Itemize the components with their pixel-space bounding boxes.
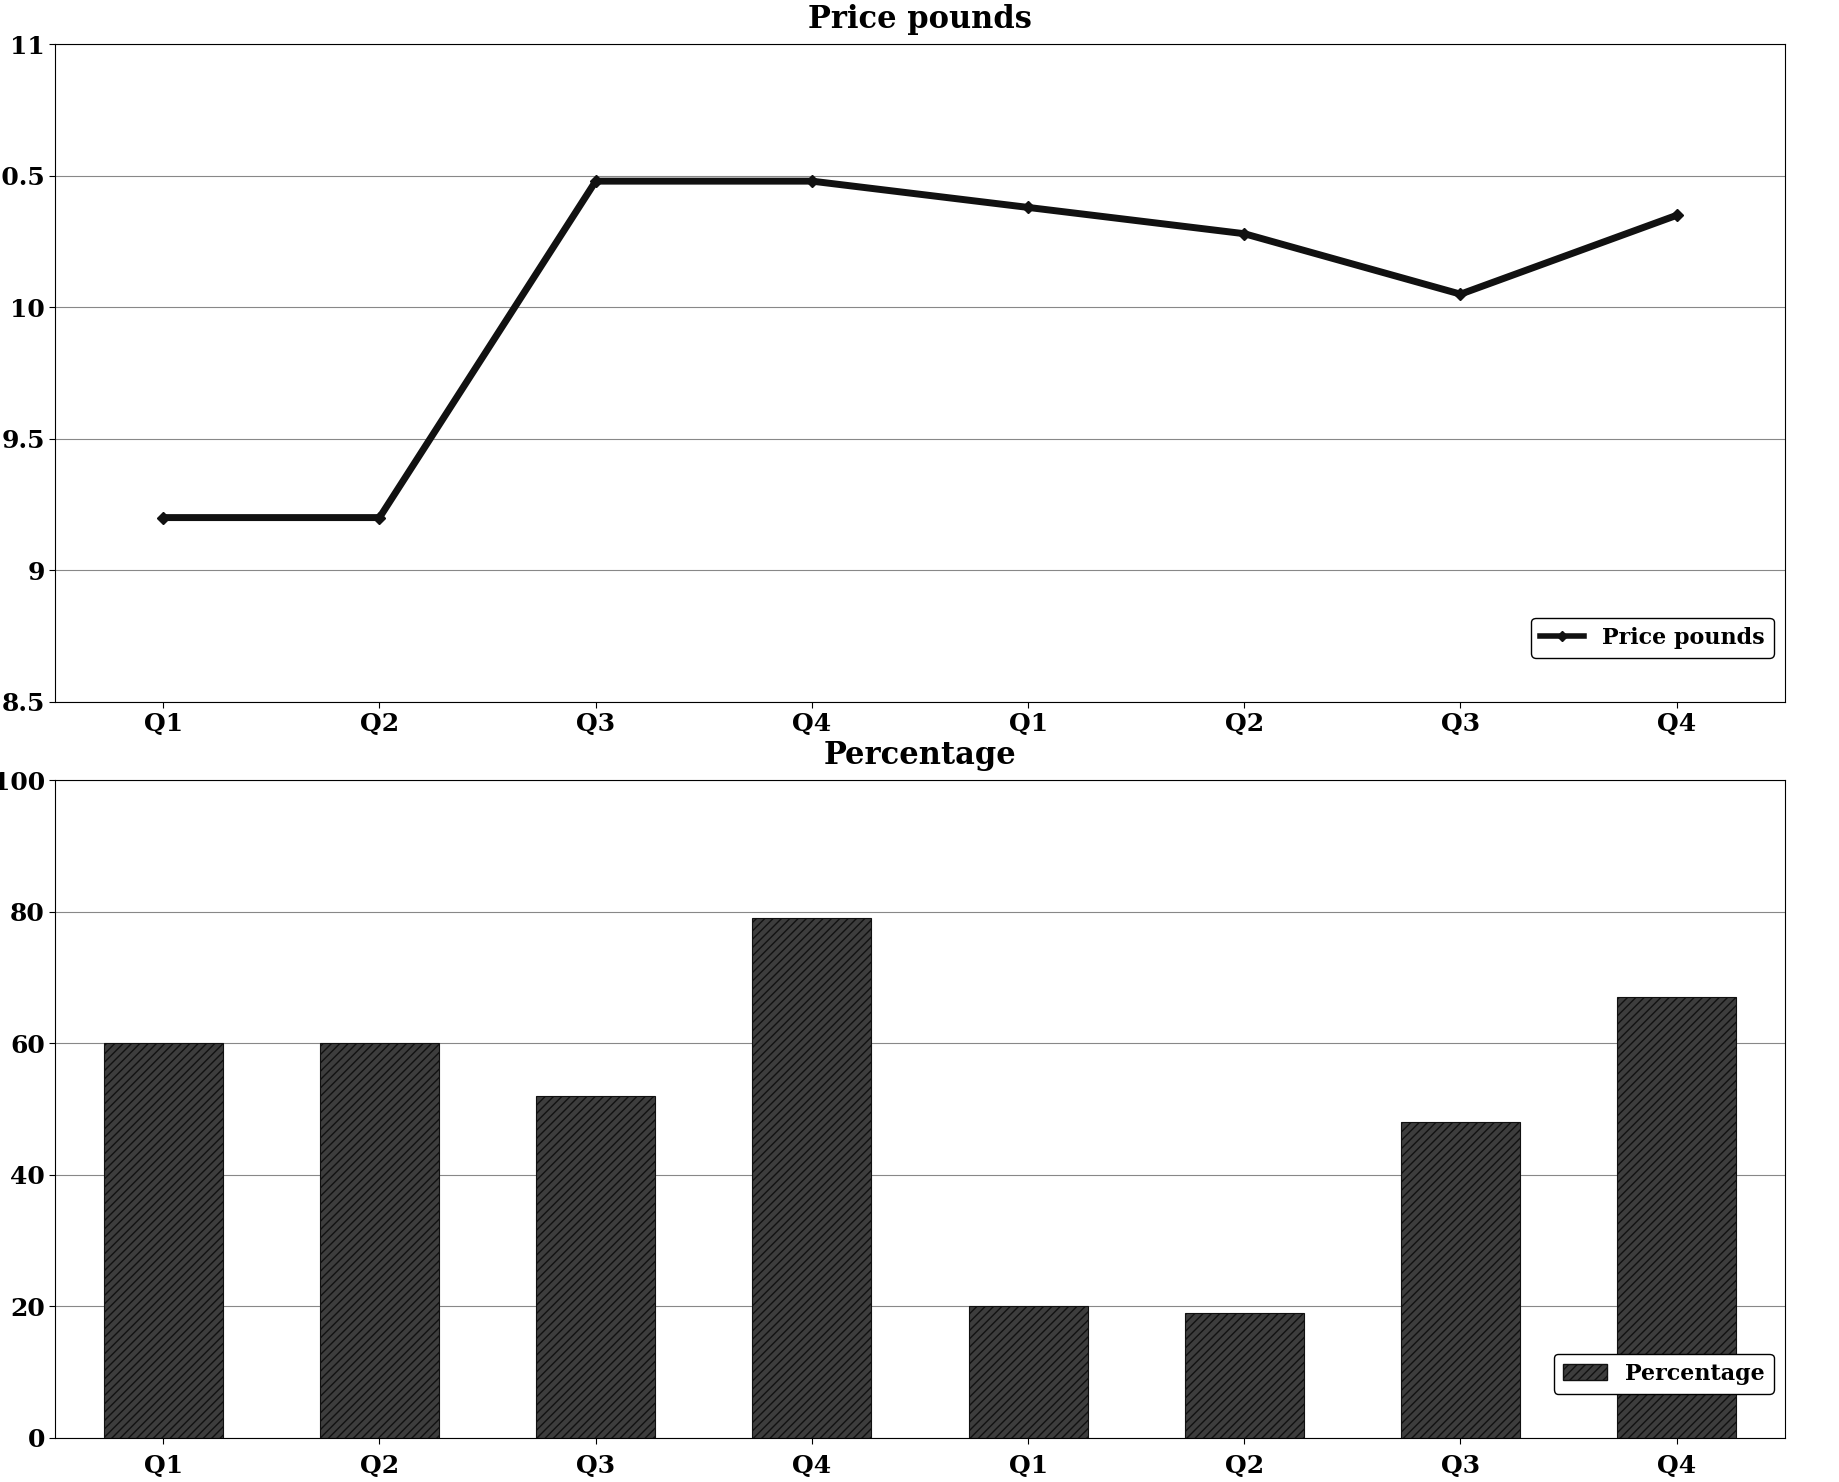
Bar (967, 1306, 1087, 1438)
Title: Percentage: Percentage (824, 740, 1015, 771)
Bar (103, 1043, 223, 1438)
Title: Price pounds: Price pounds (807, 4, 1032, 34)
Bar (535, 1095, 655, 1438)
Bar (1616, 997, 1736, 1438)
Legend: Percentage: Percentage (1554, 1353, 1773, 1393)
Bar (1184, 1313, 1304, 1438)
Bar (752, 919, 872, 1438)
Legend: Price pounds: Price pounds (1530, 618, 1773, 658)
Bar (320, 1043, 440, 1438)
Bar (1399, 1122, 1519, 1438)
